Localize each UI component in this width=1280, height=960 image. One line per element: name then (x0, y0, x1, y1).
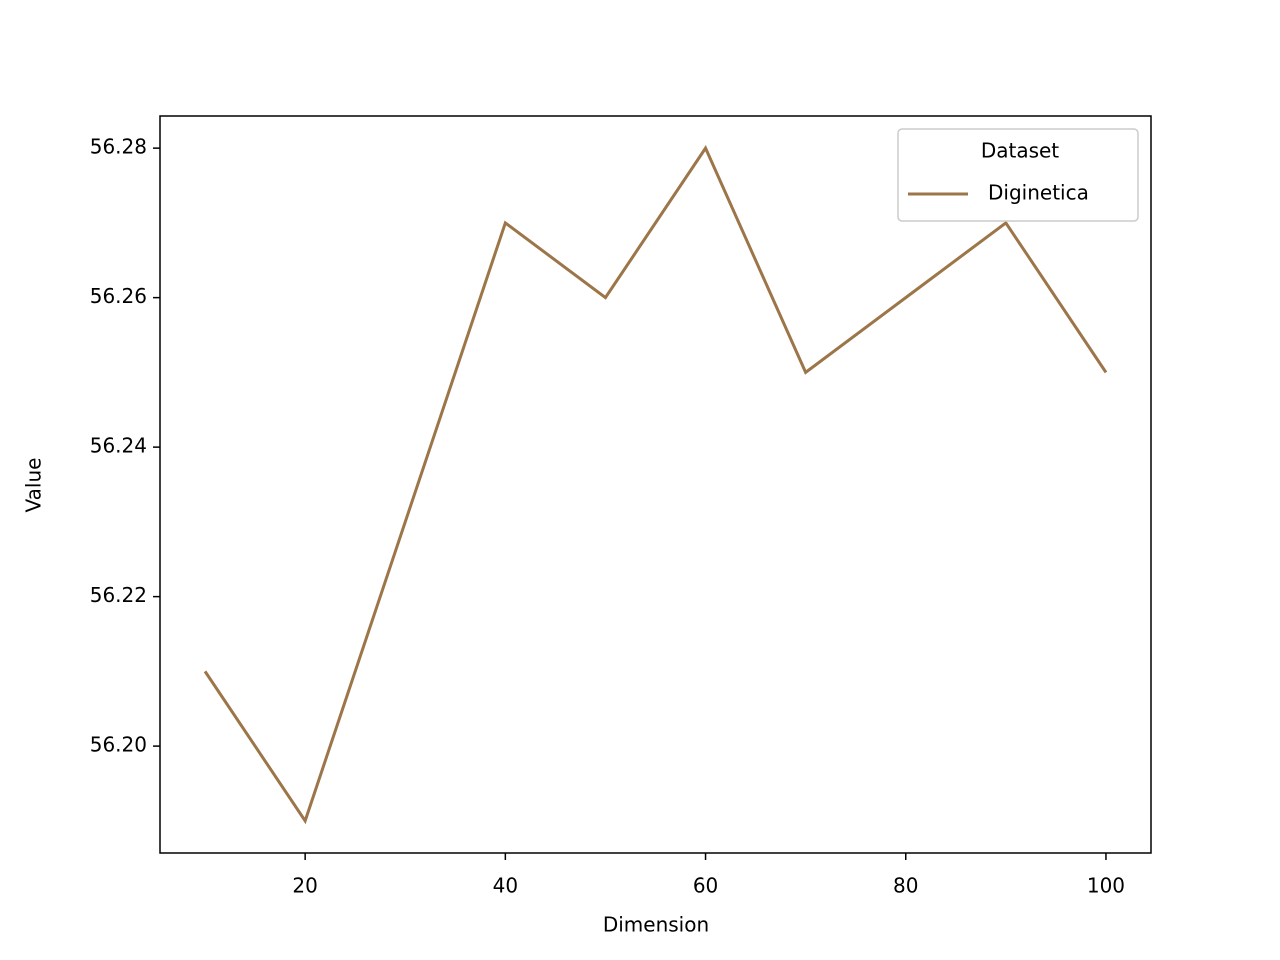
x-tick-label: 60 (693, 874, 718, 898)
plot-frame (159, 115, 1152, 854)
y-axis-label: Value (22, 458, 46, 513)
x-tick-label: 80 (893, 874, 918, 898)
legend-title: Dataset (981, 139, 1059, 163)
data-line (203, 145, 1108, 825)
legend-label: Diginetica (988, 181, 1089, 205)
x-tick-label: 20 (292, 874, 317, 898)
y-tick-label: 56.24 (90, 434, 147, 458)
y-tick-label: 56.22 (90, 583, 147, 607)
y-tick-label: 56.26 (90, 284, 147, 308)
legend-box (897, 128, 1139, 222)
x-tick-label: 100 (1087, 874, 1125, 898)
x-tick-label: 40 (493, 874, 518, 898)
y-tick-label: 56.28 (90, 135, 147, 159)
x-axis-label: Dimension (603, 913, 709, 937)
y-tick-label: 56.20 (90, 733, 147, 757)
